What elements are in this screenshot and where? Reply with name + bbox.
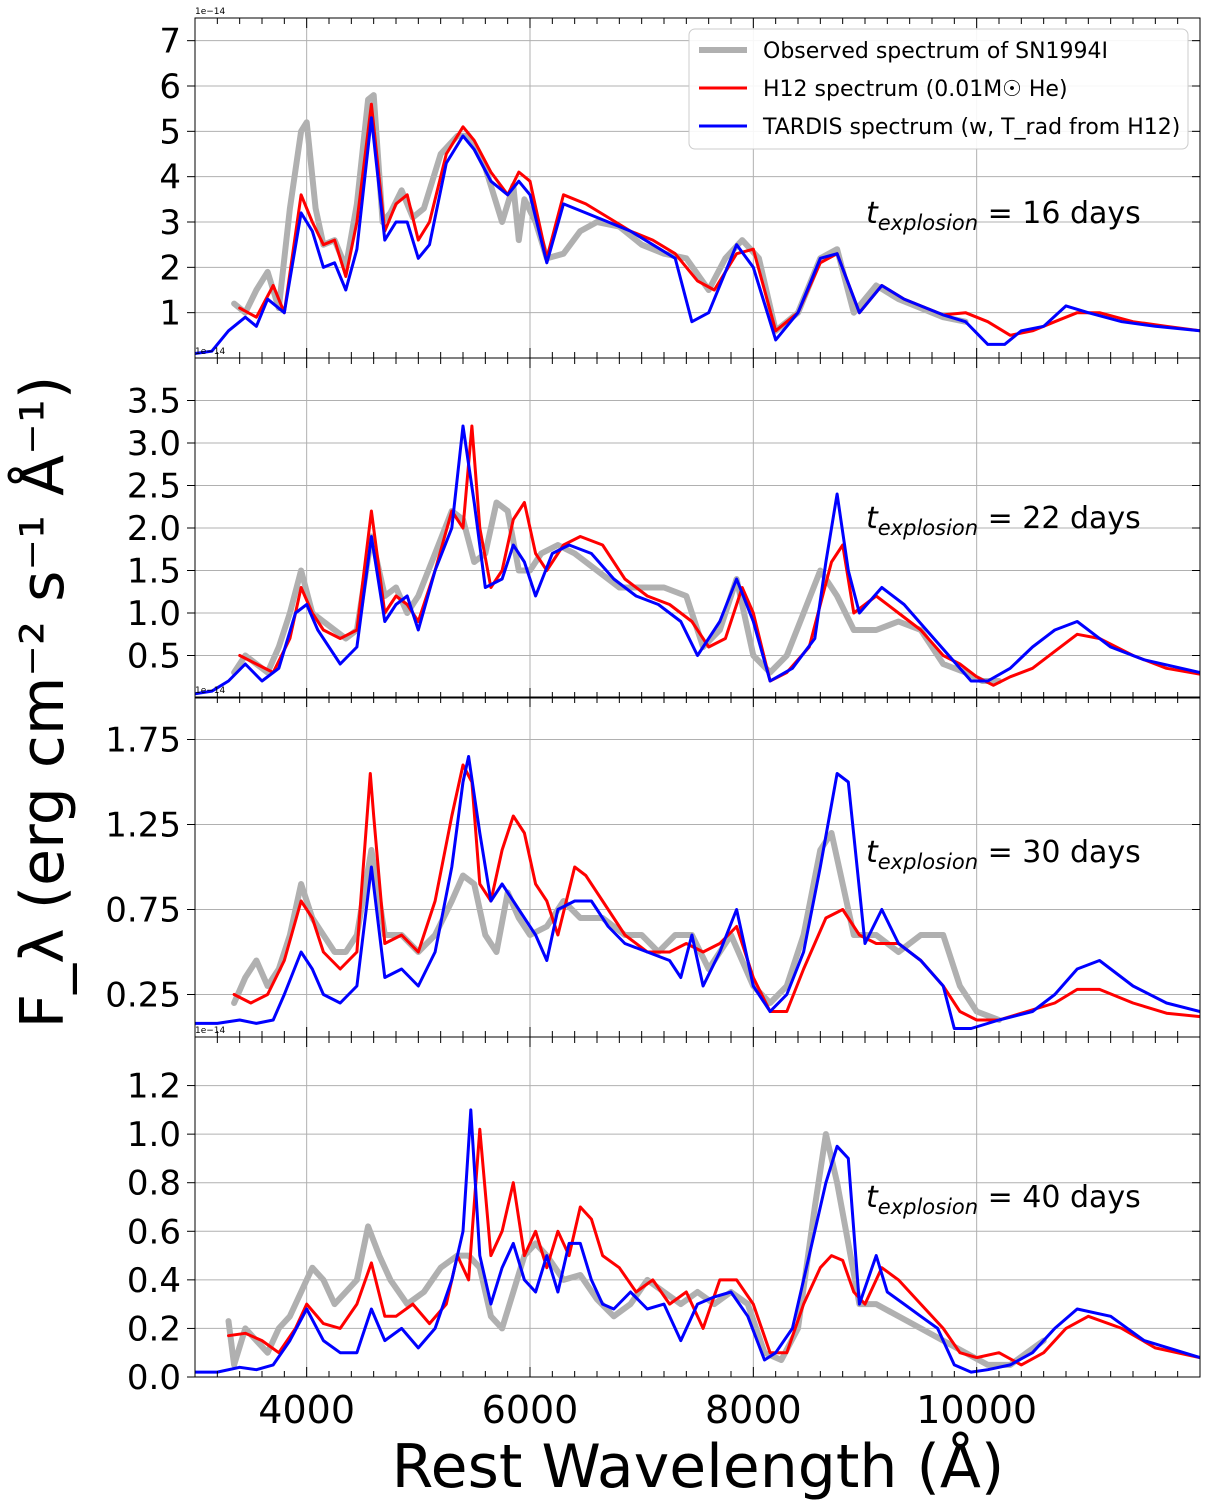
epoch-label: texplosion = 40 days [866, 1180, 1141, 1219]
series-group [195, 92, 1200, 355]
y-offset-label: 1e−14 [195, 686, 226, 696]
y-tick-label: 0.6 [127, 1212, 181, 1252]
x-tick-label: 4000 [258, 1388, 355, 1432]
epoch-label: texplosion = 30 days [866, 835, 1141, 874]
y-tick-label: 6 [159, 67, 181, 107]
y-tick-label: 0.2 [127, 1309, 181, 1349]
series-line-TARDIS [195, 116, 1200, 355]
y-tick-label: 1.75 [105, 721, 181, 761]
series-line-H12 [232, 763, 1200, 1022]
y-tick-label: 7 [159, 22, 181, 62]
y-tick-label: 0.5 [127, 637, 181, 677]
y-tick-label: 1 [159, 294, 181, 334]
y-tick-label: 1.25 [105, 806, 181, 846]
y-tick-label: 0.75 [105, 891, 181, 931]
series-group [195, 755, 1200, 1030]
y-tick-label: 0.4 [127, 1261, 181, 1301]
x-tick-label: 8000 [705, 1388, 802, 1432]
series-line-H12 [238, 424, 1200, 687]
y-tick-label: 1.2 [127, 1067, 181, 1107]
y-tick-label: 2 [159, 248, 181, 288]
panel-3: 0.25 0.75 1.25 1.75 1e−14 texplosion = 30 day… [105, 686, 1201, 1038]
y-tick-label: 5 [159, 112, 181, 152]
x-tick-label: 10000 [916, 1388, 1037, 1432]
legend: Observed spectrum of SN1994I H12 spectrum… [688, 28, 1189, 150]
legend-box [688, 28, 1189, 150]
y-tick-label: 1.0 [127, 594, 181, 634]
y-tick-label: 4 [159, 158, 181, 198]
epoch-label: texplosion = 22 days [866, 501, 1141, 540]
series-line-observed [225, 1131, 1047, 1368]
y-tick-label: 0.8 [127, 1164, 181, 1204]
y-tick-label: 2.0 [127, 509, 181, 549]
panel-2: 0.51.01.52.02.53.03.5 1e−14 texplosion = 2… [127, 347, 1201, 699]
y-tick-label: 0.0 [127, 1358, 181, 1398]
epoch-label: texplosion = 16 days [866, 196, 1141, 235]
y-tick-label: 0.25 [105, 976, 181, 1016]
y-tick-label: 1.0 [127, 1115, 181, 1155]
y-offset-label: 1e−14 [195, 7, 226, 17]
panel-1: 1 2 3 4 5 6 7 1e−14 texplosion = 16 days [159, 7, 1201, 359]
x-tick-label: 6000 [482, 1388, 579, 1432]
series-group [195, 424, 1200, 696]
series-line-H12 [227, 1127, 1200, 1367]
y-tick-label: 2.5 [127, 467, 181, 507]
legend-label: H12 spectrum (0.01M☉ He) [763, 77, 1068, 102]
series-line-TARDIS [195, 424, 1200, 696]
panel-4: 0.0 0.2 0.4 0.6 0.8 1.0 1.2 1e−14 texplosion = 4… [127, 1026, 1201, 1432]
series-line-observed [231, 830, 1002, 1023]
series-line-H12 [238, 102, 1200, 337]
series-group [195, 1108, 1200, 1374]
y-tick-label: 1.5 [127, 552, 181, 592]
y-offset-label: 1e−14 [195, 347, 226, 357]
panel-frame [194, 1036, 1201, 1378]
legend-label: TARDIS spectrum (w, T_rad from H12) [762, 115, 1180, 140]
y-axis-title: F_λ (erg cm⁻² s⁻¹ Å⁻¹) [7, 376, 78, 1029]
series-line-observed [231, 499, 1002, 684]
y-offset-label: 1e−14 [195, 1026, 226, 1036]
series-line-TARDIS [195, 755, 1200, 1030]
y-tick-label: 3 [159, 203, 181, 243]
legend-label: Observed spectrum of SN1994I [763, 39, 1108, 64]
x-axis-title: Rest Wavelength (Å) [392, 1431, 1005, 1502]
y-tick-label: 3.0 [127, 424, 181, 464]
y-tick-label: 3.5 [127, 382, 181, 422]
series-line-TARDIS [195, 1108, 1200, 1374]
